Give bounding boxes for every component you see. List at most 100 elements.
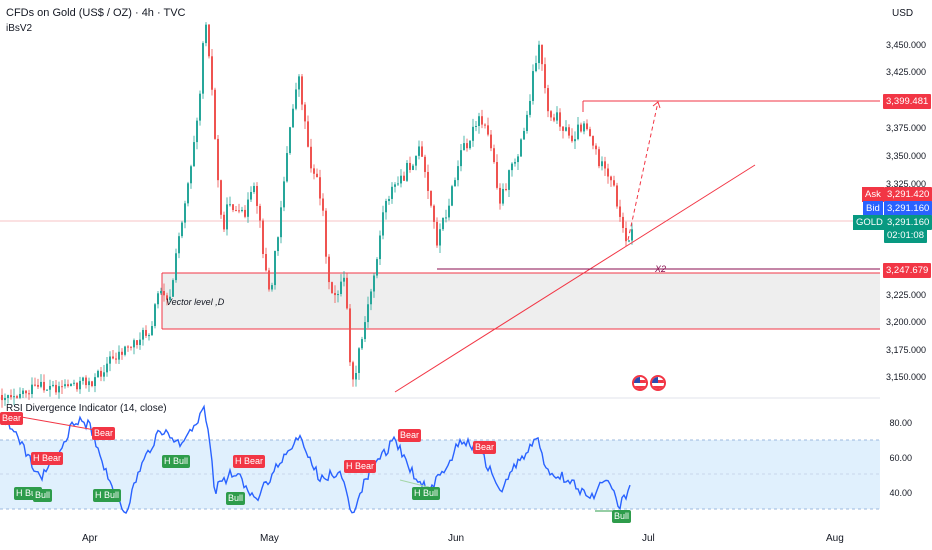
candle-body [616, 185, 618, 207]
candle-body [124, 346, 126, 355]
candle-body [130, 346, 132, 348]
candle-body [112, 356, 114, 359]
candle-body [244, 209, 246, 217]
demand-zone [162, 273, 880, 329]
candle-body [598, 149, 600, 167]
candle-body [553, 117, 555, 121]
hidden-bear-signal: H Bear [31, 452, 64, 465]
candle-body [229, 204, 231, 206]
candle-body [43, 381, 45, 391]
time-tick: Jul [642, 533, 655, 544]
price-tick: 3,350.000 [885, 151, 926, 161]
candle-body [622, 216, 624, 229]
candle-body [343, 277, 345, 282]
candle-body [400, 175, 402, 184]
candle-body [274, 251, 276, 286]
candle-body [34, 384, 36, 386]
ask-label: Ask [862, 187, 884, 202]
candle-body [46, 389, 48, 391]
candle-body [463, 143, 465, 151]
candle-body [271, 285, 273, 290]
candle-body [118, 351, 120, 360]
candle-body [355, 373, 357, 380]
candle-body [73, 382, 75, 384]
candle-body [595, 145, 597, 150]
candle-body [49, 385, 51, 390]
candle-body [631, 229, 633, 241]
candle-body [241, 209, 243, 212]
candle-body [169, 296, 171, 300]
candle-body [436, 221, 438, 246]
price-candles [1, 22, 633, 408]
candle-body [610, 176, 612, 181]
candle-body [232, 204, 234, 211]
candle-body [52, 384, 54, 386]
candle-body [397, 183, 399, 185]
candle-body [301, 76, 303, 105]
candle-body [262, 220, 264, 255]
symbol-title[interactable]: CFDs on Gold (US$ / OZ) · 4h · TVC [6, 7, 186, 19]
candle-body [334, 292, 336, 296]
candle-body [286, 153, 288, 182]
candle-body [349, 308, 351, 363]
candle-body [133, 340, 135, 348]
indicator-name[interactable]: iBsV2 [6, 23, 33, 34]
hidden-bear-signal: H Bear [233, 455, 266, 468]
candle-body [205, 24, 207, 44]
hidden-bear-signal: H Bear [344, 460, 377, 473]
candle-body [115, 358, 117, 360]
rsi-tick: 80.00 [889, 418, 912, 428]
bear-signal: Bear [473, 441, 497, 454]
candle-body [322, 198, 324, 211]
candle-body [106, 363, 108, 373]
us-flag-event-icon[interactable] [632, 375, 648, 391]
candle-body [487, 125, 489, 135]
candle-body [280, 207, 282, 238]
rsi-title[interactable]: RSI Divergence Indicator (14, close) [6, 403, 167, 414]
candle-body [619, 206, 621, 217]
candle-body [304, 104, 306, 122]
candle-body [160, 291, 162, 294]
price-tick: 3,425.000 [885, 67, 926, 77]
candle-body [478, 116, 480, 127]
candle-body [136, 340, 138, 345]
projection-dashed [627, 101, 659, 241]
last-price-tag: 3,291.160 [884, 215, 932, 230]
candle-body [613, 180, 615, 186]
candle-body [409, 162, 411, 170]
candle-body [103, 372, 105, 377]
candle-body [499, 187, 501, 204]
price-tick: 3,150.000 [885, 372, 926, 382]
candle-body [37, 384, 39, 387]
candle-body [76, 382, 78, 390]
rsi-tick: 60.00 [889, 453, 912, 463]
candle-body [265, 254, 267, 271]
currency-label[interactable]: USD [892, 8, 914, 19]
candle-body [58, 386, 60, 393]
candle-body [259, 205, 261, 221]
candle-body [451, 186, 453, 206]
candle-body [427, 171, 429, 191]
candle-body [430, 190, 432, 206]
candle-body [406, 162, 408, 181]
candle-body [148, 335, 150, 337]
candle-body [568, 127, 570, 136]
candle-body [190, 166, 192, 184]
candle-body [460, 150, 462, 167]
candle-body [439, 229, 441, 246]
candle-body [415, 155, 417, 166]
candle-body [226, 204, 228, 230]
candle-body [331, 282, 333, 293]
price-tick: 3,200.000 [885, 317, 926, 327]
candle-body [529, 100, 531, 115]
candle-body [235, 210, 237, 212]
candle-body [202, 43, 204, 94]
candle-body [256, 185, 258, 206]
us-flag-event-icon[interactable] [650, 375, 666, 391]
candle-body [307, 121, 309, 147]
time-tick: Jun [448, 533, 465, 544]
candle-body [217, 138, 219, 181]
candle-body [268, 270, 270, 290]
candle-body [139, 339, 141, 345]
